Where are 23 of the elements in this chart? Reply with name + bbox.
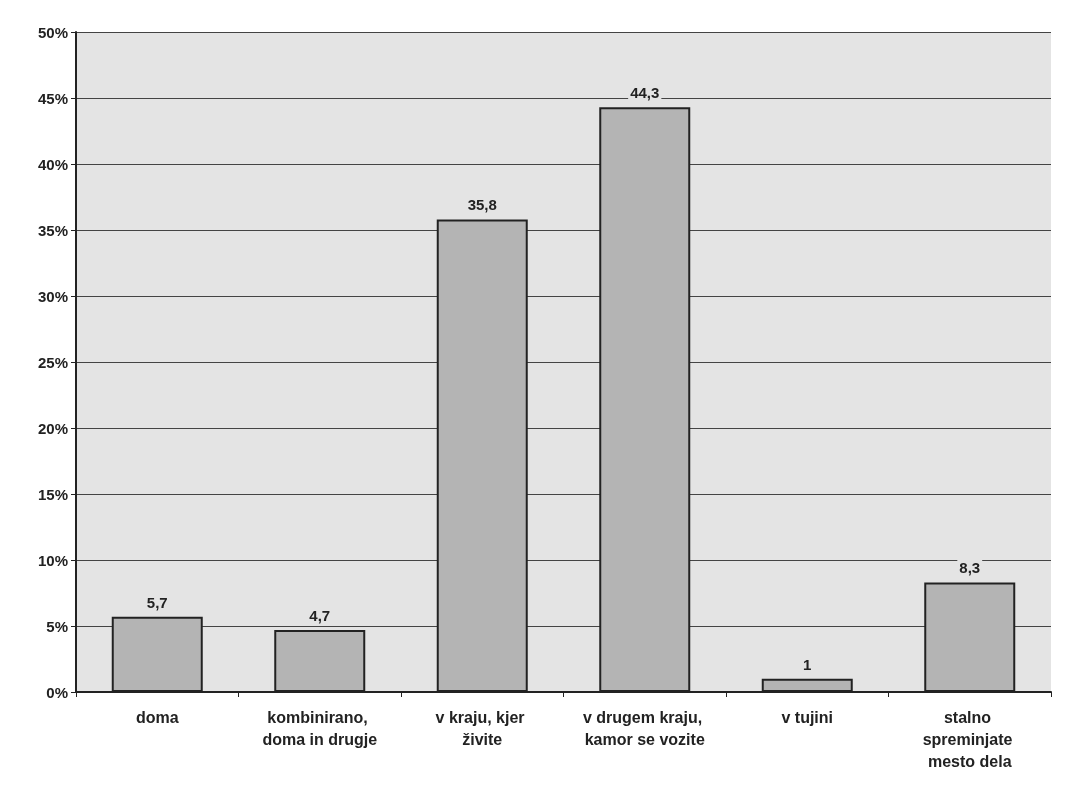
data-label: 4,7 xyxy=(309,606,331,624)
y-tick-label: 45% xyxy=(37,89,68,107)
y-tick-label: 5% xyxy=(46,617,68,635)
y-tick-label: 0% xyxy=(46,683,68,701)
x-tick-label: v kraju, kjer živite xyxy=(435,708,529,748)
data-label: 8,3 xyxy=(959,559,981,577)
data-label: 1 xyxy=(803,655,812,673)
y-tick-label: 10% xyxy=(37,551,68,569)
x-tick-label: doma xyxy=(135,708,179,726)
x-tick-label: kombinirano, doma in drugje xyxy=(262,708,378,748)
y-tick-label: 15% xyxy=(37,485,68,503)
x-tick-label: stalno spreminjate mesto dela xyxy=(922,708,1017,770)
y-tick-label: 30% xyxy=(37,287,68,305)
y-tick-label: 20% xyxy=(37,419,68,437)
y-tick-label: 35% xyxy=(37,221,68,239)
data-label: 44,3 xyxy=(630,84,660,102)
x-tick-label: v drugem kraju, kamor se vozite xyxy=(582,708,707,748)
y-tick-label: 50% xyxy=(37,23,68,41)
data-label: 5,7 xyxy=(146,593,168,611)
y-tick-label: 40% xyxy=(37,155,68,173)
y-tick-label: 25% xyxy=(37,353,68,371)
x-tick-label: v tujini xyxy=(781,708,834,726)
data-label: 35,8 xyxy=(467,196,497,214)
